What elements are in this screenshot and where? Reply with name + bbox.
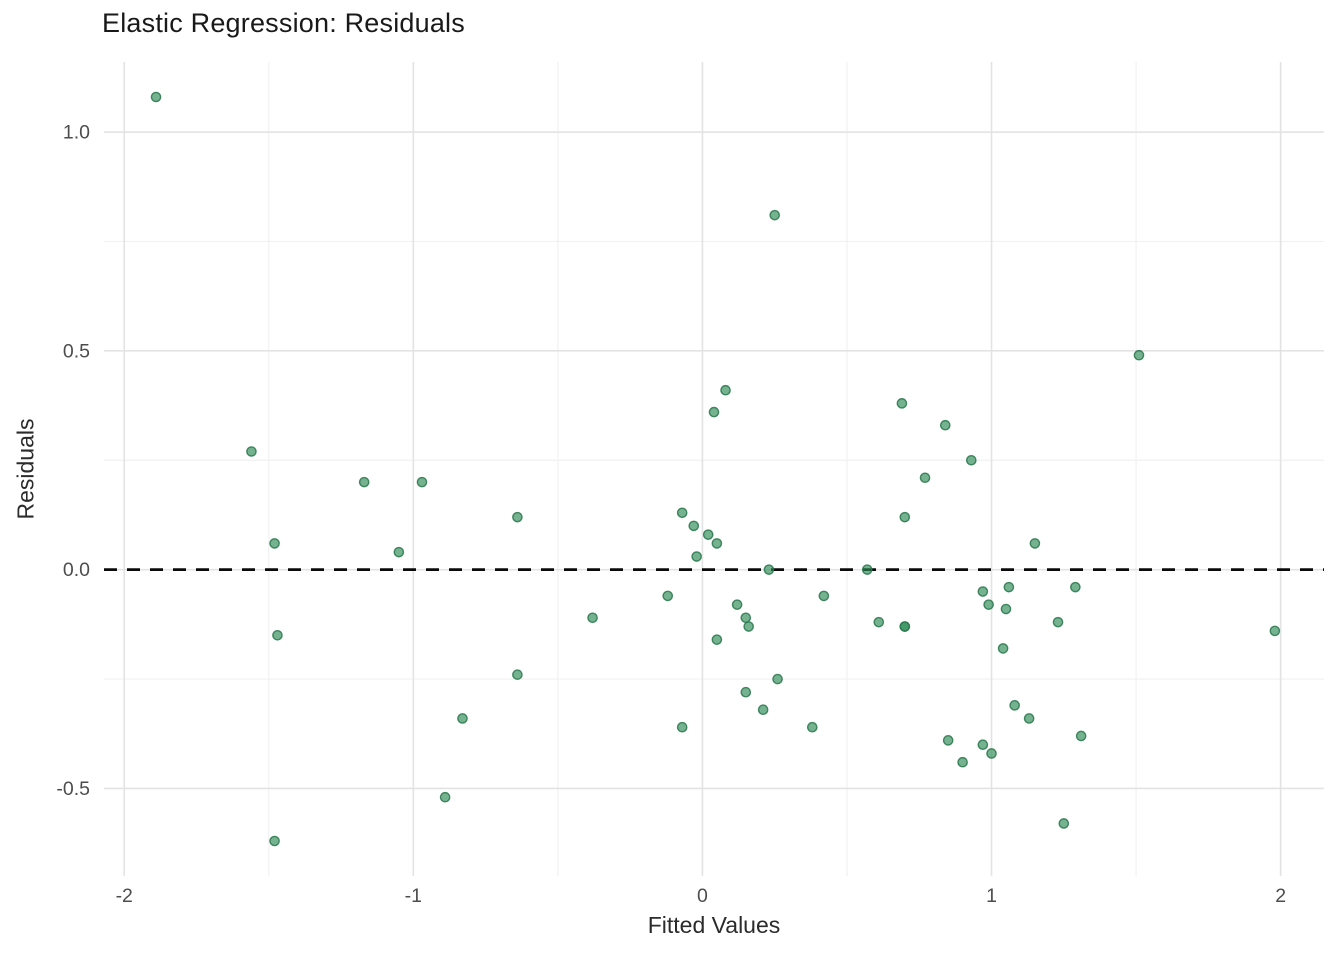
data-point xyxy=(1133,349,1145,361)
data-point xyxy=(957,756,968,768)
data-point xyxy=(986,748,997,759)
data-point xyxy=(676,507,688,519)
data-point xyxy=(942,735,954,746)
data-point xyxy=(691,551,702,562)
data-point xyxy=(769,209,781,221)
data-point xyxy=(731,599,743,610)
data-point xyxy=(939,419,951,431)
data-point xyxy=(899,621,911,632)
data-point xyxy=(711,634,723,645)
data-point xyxy=(272,630,283,641)
data-point xyxy=(763,564,775,575)
data-point xyxy=(1052,616,1064,628)
data-point xyxy=(806,721,818,733)
data-point xyxy=(873,616,885,628)
data-point xyxy=(1000,603,1012,615)
data-point xyxy=(1075,730,1087,742)
data-point xyxy=(965,454,977,466)
data-point xyxy=(896,398,908,409)
data-point xyxy=(1269,625,1281,637)
data-point xyxy=(740,612,752,624)
chart-title: Elastic Regression: Residuals xyxy=(102,8,465,38)
data-point xyxy=(439,791,451,803)
data-point xyxy=(512,511,523,523)
data-point xyxy=(393,546,405,558)
x-axis-title: Fitted Values xyxy=(647,912,781,938)
y-tick-label: -0.5 xyxy=(56,778,90,800)
data-point xyxy=(1029,538,1041,549)
x-tick-label: 1 xyxy=(986,885,997,907)
data-point xyxy=(587,612,598,624)
data-point xyxy=(899,511,911,523)
x-tick-label: -2 xyxy=(116,885,133,907)
data-point xyxy=(711,538,723,549)
data-point xyxy=(662,590,674,602)
x-tick-label: 0 xyxy=(697,885,708,907)
x-tick-label: -1 xyxy=(405,885,422,907)
x-tick-label: 2 xyxy=(1275,885,1286,907)
y-tick-label: 0.0 xyxy=(63,559,90,581)
data-point xyxy=(358,476,370,488)
data-point xyxy=(1003,581,1015,593)
data-point xyxy=(269,538,280,549)
data-point xyxy=(150,91,162,103)
data-point xyxy=(977,739,989,751)
data-point xyxy=(997,643,1009,654)
data-point xyxy=(772,673,783,685)
data-point xyxy=(416,476,428,488)
data-point xyxy=(743,621,754,632)
y-tick-label: 1.0 xyxy=(63,122,90,144)
data-point xyxy=(676,721,688,733)
data-point xyxy=(1023,713,1035,724)
data-point xyxy=(861,564,873,575)
data-point xyxy=(740,686,752,698)
data-point xyxy=(702,529,714,540)
data-point xyxy=(919,472,931,484)
data-point xyxy=(688,520,700,532)
data-point xyxy=(977,586,989,597)
data-point xyxy=(457,713,468,724)
data-point xyxy=(512,669,523,680)
data-point xyxy=(1070,581,1081,593)
data-point xyxy=(818,590,830,602)
data-point xyxy=(708,406,720,418)
y-tick-label: 0.5 xyxy=(63,340,90,362)
y-axis-title: Residuals xyxy=(12,418,39,520)
data-point xyxy=(246,446,257,457)
data-point xyxy=(757,704,769,715)
data-point xyxy=(1058,818,1070,829)
data-point xyxy=(720,384,731,396)
data-point xyxy=(1009,700,1020,711)
data-point xyxy=(269,835,280,847)
data-point xyxy=(983,599,994,610)
